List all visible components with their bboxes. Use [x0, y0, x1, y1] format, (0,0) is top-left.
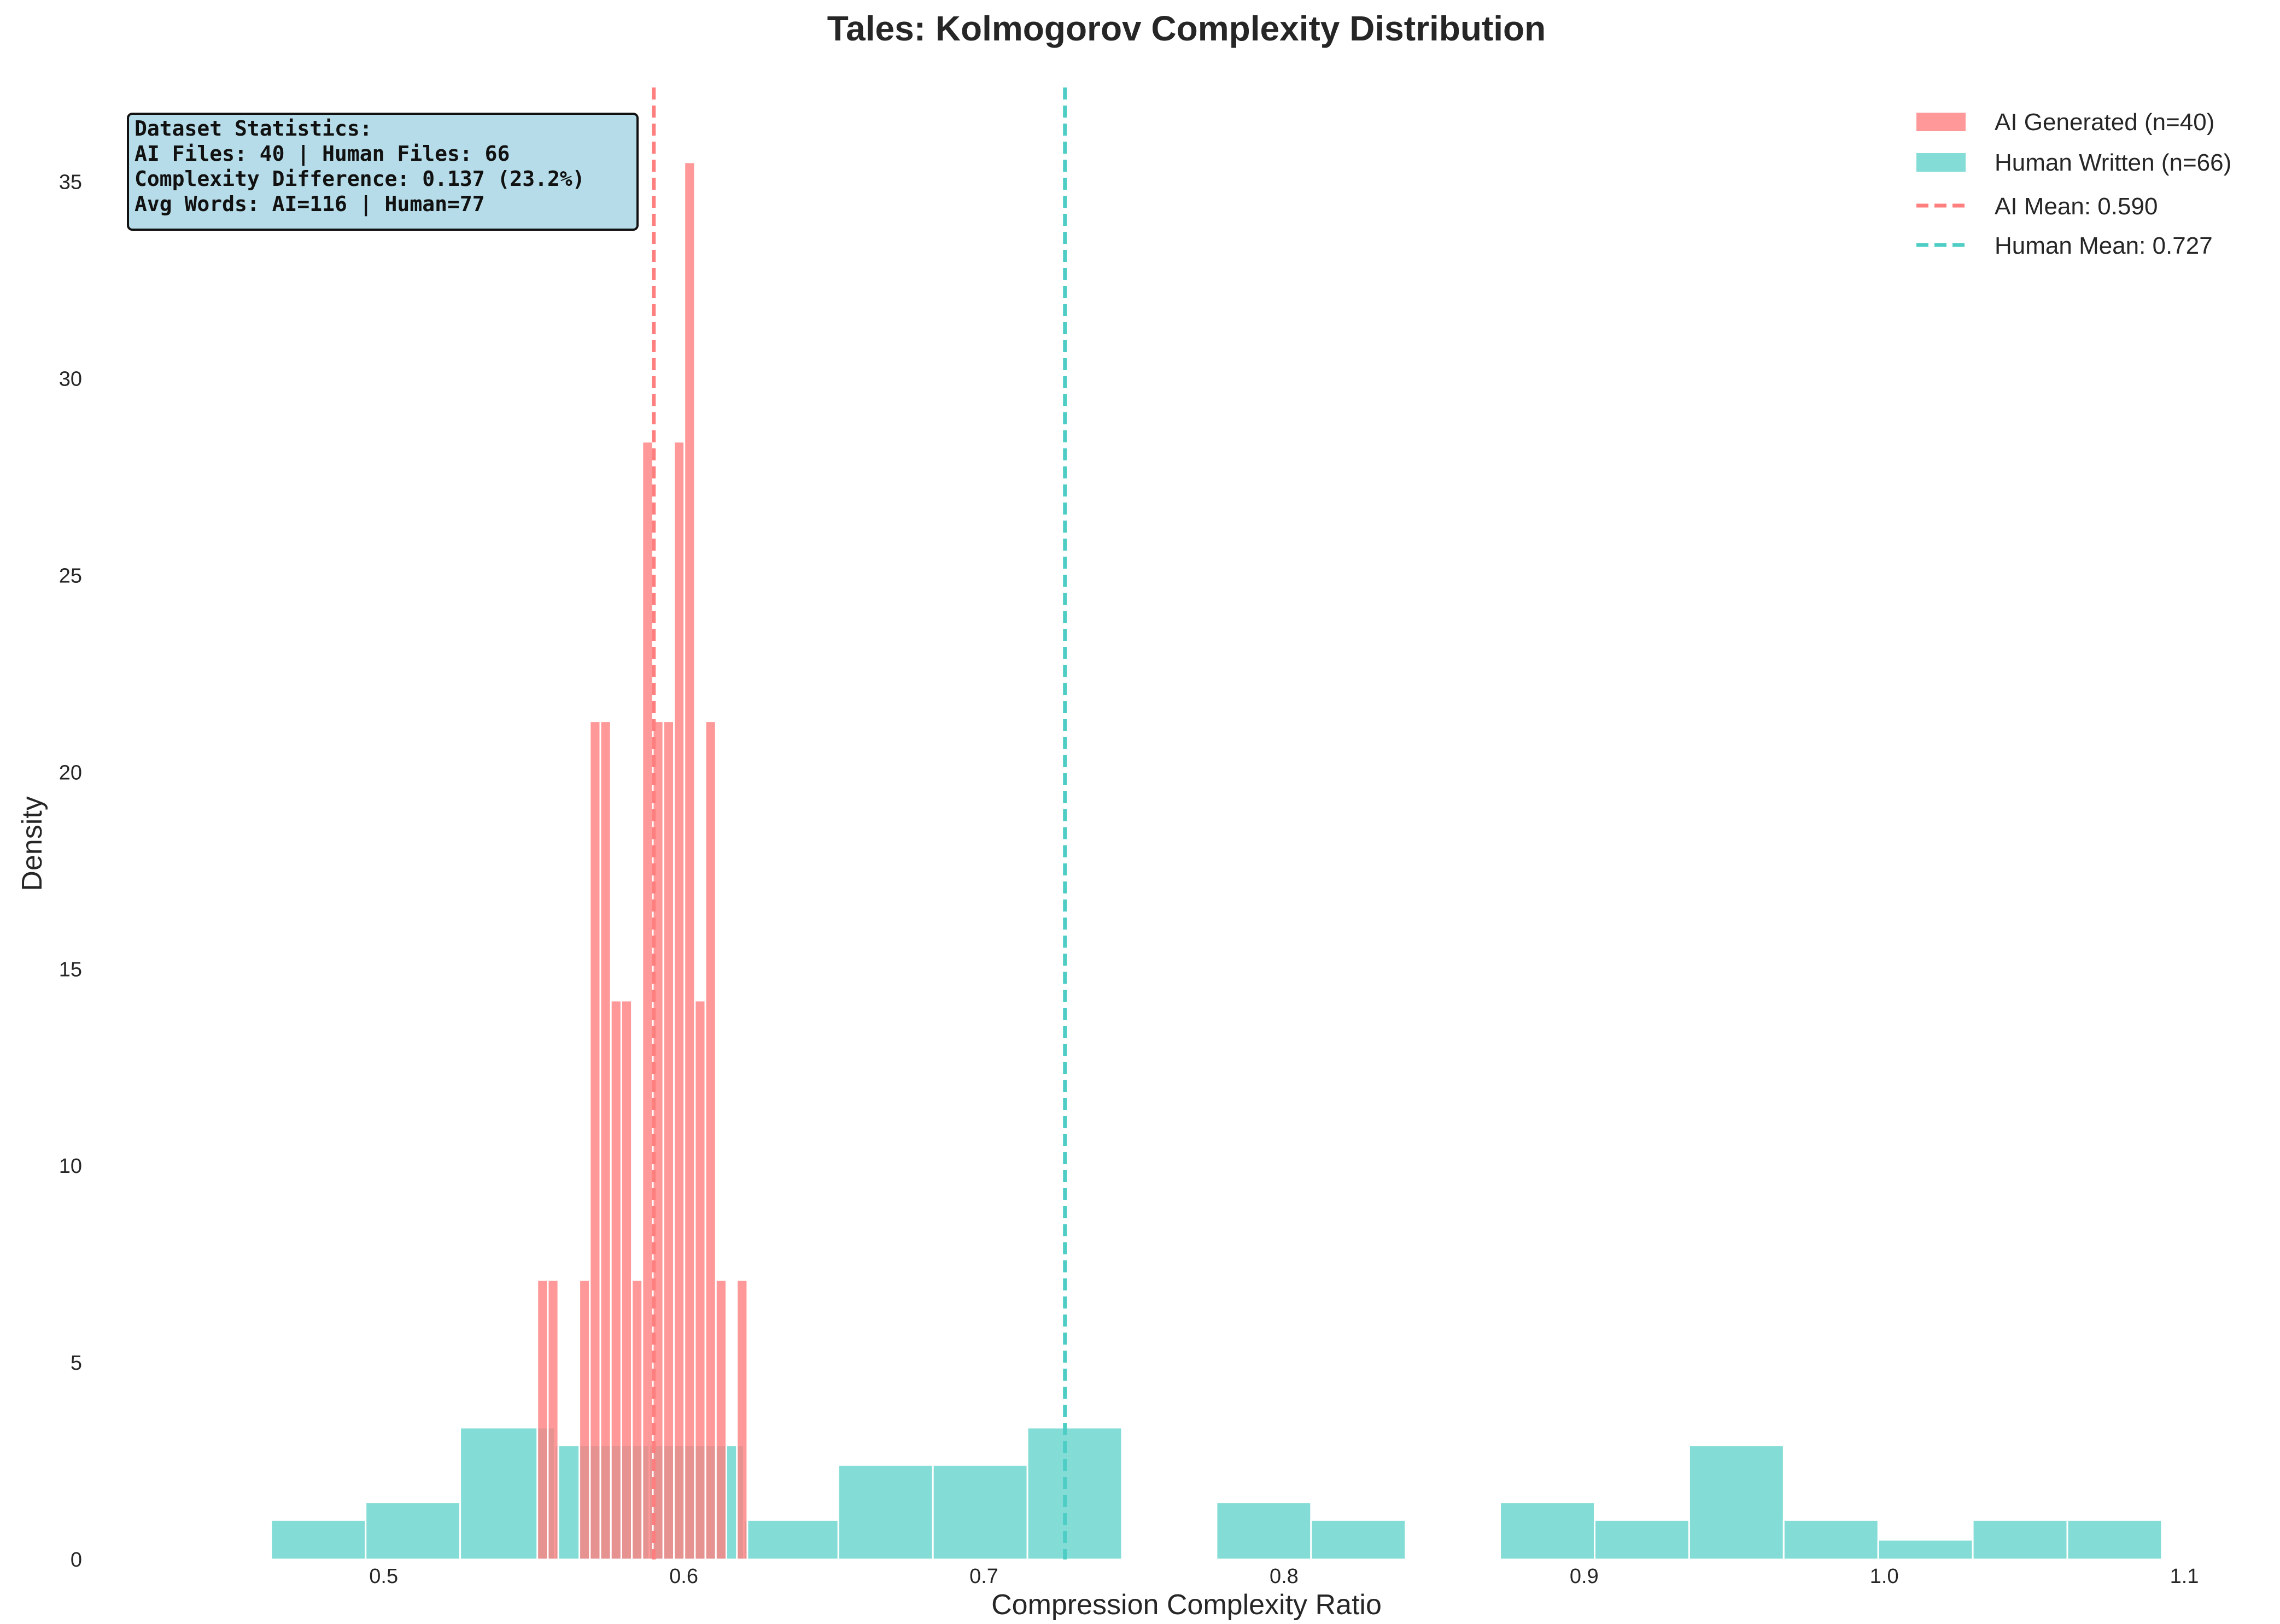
- ai-bar-9: [631, 1279, 644, 1561]
- y-tick-label: 0: [71, 1549, 82, 1572]
- x-ticks: 0.5 0.6 0.7 0.8 0.9 1.0 1.1: [369, 1565, 2199, 1588]
- y-tick-label: 30: [59, 368, 82, 391]
- human-bar-14: [1594, 1519, 1690, 1561]
- x-tick-label: 1.0: [1870, 1565, 1899, 1588]
- stats-box-background: [127, 113, 639, 231]
- human-bar-6: [837, 1464, 934, 1561]
- ai-bar-1: [547, 1279, 559, 1561]
- y-ticks: 0 5 10 15 20 25 30 35: [59, 171, 82, 1572]
- ai-bar-7: [610, 1000, 622, 1561]
- x-tick-label: 0.6: [669, 1565, 698, 1588]
- ai-bars: [536, 161, 749, 1561]
- y-tick-label: 25: [59, 565, 82, 588]
- x-tick-label: 0.7: [969, 1565, 998, 1588]
- chart-title: Tales: Kolmogorov Complexity Distributio…: [827, 9, 1546, 48]
- stats-line-4: Avg Words: AI=116 | Human=77: [135, 192, 485, 217]
- human-bar-16: [1782, 1519, 1879, 1561]
- ai-bar-13: [673, 441, 686, 1561]
- legend-label-human: Human Written (n=66): [1995, 149, 2231, 176]
- x-axis-label: Compression Complexity Ratio: [991, 1589, 1382, 1621]
- x-tick-label: 1.1: [2170, 1565, 2199, 1588]
- y-axis-label: Density: [16, 796, 48, 891]
- legend-label-ai-mean: AI Mean: 0.590: [1995, 193, 2158, 220]
- stats-line-3: Complexity Difference: 0.137 (23.2%): [135, 167, 585, 191]
- stats-box: Dataset Statistics: AI Files: 40 | Human…: [127, 113, 639, 231]
- human-bar-5: [743, 1519, 839, 1561]
- y-tick-label: 5: [71, 1352, 82, 1375]
- y-tick-label: 15: [59, 958, 82, 981]
- legend-swatch-ai: [1916, 113, 1966, 131]
- ai-bar-15: [694, 1000, 706, 1561]
- x-tick-label: 0.5: [369, 1565, 398, 1588]
- human-bar-0: [270, 1519, 367, 1561]
- ai-bar-19: [736, 1279, 749, 1561]
- ai-bar-14: [683, 161, 696, 1561]
- human-bar-1: [365, 1502, 461, 1561]
- ai-bar-0: [536, 1279, 549, 1561]
- ai-bar-10: [641, 441, 654, 1561]
- human-bar-8: [1026, 1427, 1123, 1561]
- y-tick-label: 20: [59, 761, 82, 784]
- ai-bar-17: [715, 1279, 728, 1561]
- ai-bar-8: [620, 1000, 633, 1561]
- human-bar-17: [1877, 1539, 1974, 1561]
- x-tick-label: 0.8: [1270, 1565, 1299, 1588]
- legend: AI Generated (n=40) Human Written (n=66)…: [1916, 109, 2231, 259]
- human-bar-10: [1215, 1502, 1312, 1561]
- ai-bar-6: [599, 720, 612, 1561]
- y-tick-label: 10: [59, 1155, 82, 1178]
- human-bar-13: [1499, 1502, 1596, 1561]
- stats-line-1: Dataset Statistics:: [135, 116, 372, 141]
- legend-label-ai: AI Generated (n=40): [1995, 109, 2214, 136]
- human-bar-19: [2066, 1519, 2163, 1561]
- x-tick-label: 0.9: [1570, 1565, 1599, 1588]
- human-bar-15: [1688, 1444, 1785, 1561]
- stats-line-2: AI Files: 40 | Human Files: 66: [135, 142, 510, 166]
- ai-bar-16: [704, 720, 717, 1561]
- legend-label-human-mean: Human Mean: 0.727: [1995, 232, 2213, 259]
- ai-bar-12: [662, 720, 675, 1561]
- mean-lines: [652, 87, 1067, 1559]
- ai-bar-4: [578, 1279, 591, 1561]
- y-tick-label: 35: [59, 171, 82, 194]
- human-bar-7: [932, 1464, 1028, 1561]
- human-bar-11: [1310, 1519, 1407, 1561]
- ai-bar-5: [589, 720, 601, 1561]
- human-bar-18: [1972, 1519, 2068, 1561]
- legend-swatch-human: [1916, 153, 1966, 172]
